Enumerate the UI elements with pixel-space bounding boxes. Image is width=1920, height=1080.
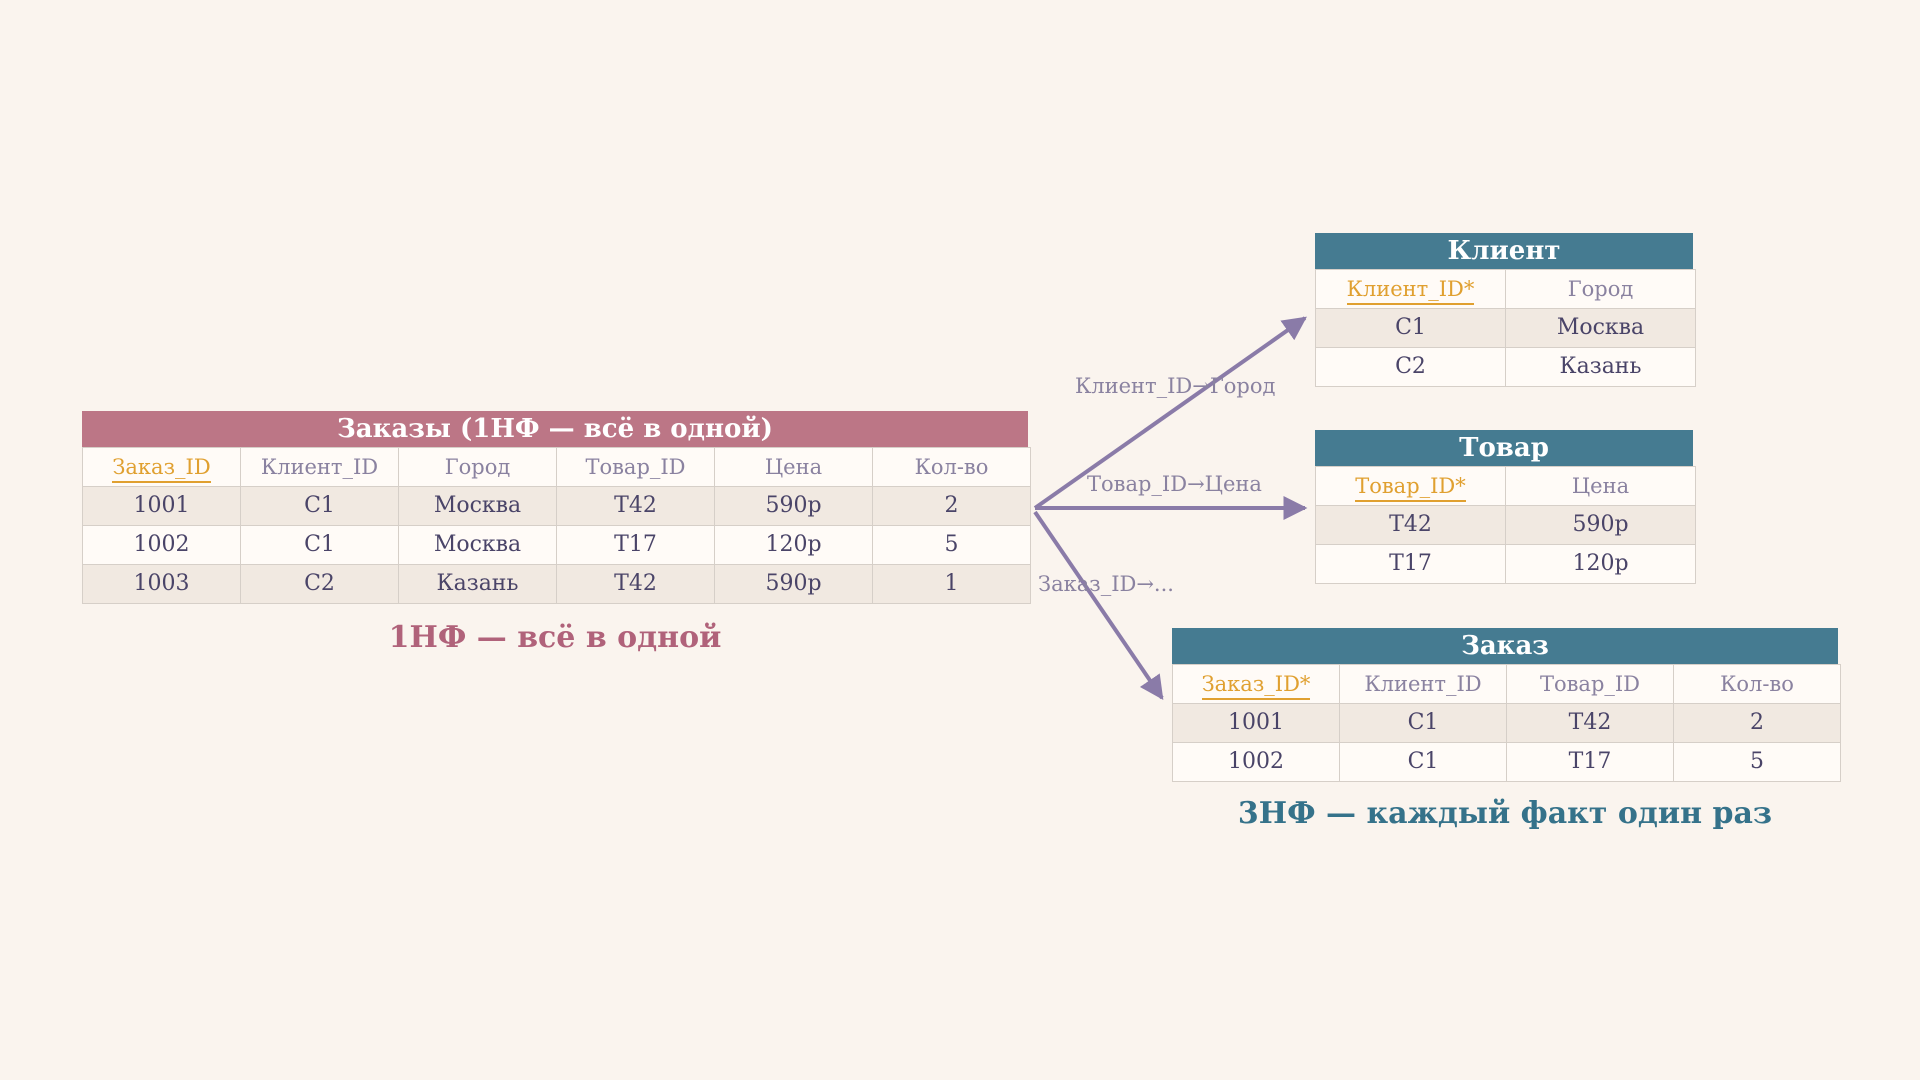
table-cell: T17 <box>1315 544 1506 584</box>
table-cell: 590р <box>714 564 873 604</box>
arrow-to-order <box>1033 510 1164 700</box>
table-grid: Товар_ID* Цена T42 590р T17 120р <box>1315 466 1696 584</box>
table-grid: Заказ_ID Клиент_ID Город Товар_ID Цена Кол-во… <box>82 447 1031 604</box>
table-cell: 1 <box>872 564 1031 604</box>
column-header-label: Заказ_ID <box>112 455 211 483</box>
table-cell: 1001 <box>82 486 241 526</box>
column-header: Город <box>398 447 557 487</box>
table-cell: T42 <box>1506 703 1674 743</box>
column-header: Кол-во <box>1673 664 1841 704</box>
table-title: Заказы (1НФ — всё в одной) <box>82 411 1028 447</box>
table-cell: T42 <box>1315 505 1506 545</box>
column-header: Кол-во <box>872 447 1031 487</box>
table-cell: 1001 <box>1172 703 1340 743</box>
column-header-label: Товар_ID <box>585 455 686 479</box>
column-header: Город <box>1505 269 1696 309</box>
column-header: Клиент_ID <box>240 447 399 487</box>
column-header-label: Клиент_ID <box>1364 672 1482 696</box>
table-cell: C2 <box>240 564 399 604</box>
column-header-label: Город <box>444 455 511 479</box>
column-header: Цена <box>714 447 873 487</box>
column-header-label: Товар_ID* <box>1355 474 1466 502</box>
table-product: Товар Товар_ID* Цена T42 590р T17 120р <box>1315 430 1696 584</box>
table-title: Заказ <box>1172 628 1838 664</box>
table-title: Товар <box>1315 430 1693 466</box>
column-header-label: Заказ_ID* <box>1201 672 1311 700</box>
table-title: Клиент <box>1315 233 1693 269</box>
table-cell: T42 <box>556 486 715 526</box>
table-cell: 2 <box>1673 703 1841 743</box>
column-header: Товар_ID <box>1506 664 1674 704</box>
table-orders-1nf: Заказы (1НФ — всё в одной) Заказ_ID Клиен… <box>82 411 1031 604</box>
table-cell: 5 <box>872 525 1031 565</box>
table-cell: 2 <box>872 486 1031 526</box>
table-cell: 120р <box>714 525 873 565</box>
table-cell: 1002 <box>1172 742 1340 782</box>
table-cell: 1003 <box>82 564 241 604</box>
column-header-label: Цена <box>764 455 823 479</box>
column-header-label: Клиент_ID* <box>1346 277 1475 305</box>
table-cell: C2 <box>1315 347 1506 387</box>
table-cell: Казань <box>1505 347 1696 387</box>
arrow-label-client: Клиент_ID→Город <box>1075 374 1275 398</box>
table-cell: Москва <box>1505 308 1696 348</box>
table-cell: T17 <box>1506 742 1674 782</box>
column-header: Товар_ID* <box>1315 466 1506 506</box>
table-cell: C1 <box>240 486 399 526</box>
table-order: Заказ Заказ_ID* Клиент_ID Товар_ID Кол-во 10… <box>1172 628 1841 782</box>
column-header-label: Товар_ID <box>1539 672 1641 696</box>
table-cell: C1 <box>240 525 399 565</box>
table-cell: T42 <box>556 564 715 604</box>
table-cell: 590р <box>1505 505 1696 545</box>
column-header: Цена <box>1505 466 1696 506</box>
table-cell: 120р <box>1505 544 1696 584</box>
table-cell: 590р <box>714 486 873 526</box>
caption-1nf: 1НФ — всё в одной <box>388 620 722 655</box>
table-cell: C1 <box>1339 742 1507 782</box>
arrow-label-order: Заказ_ID→... <box>1038 572 1174 596</box>
table-cell: Москва <box>398 486 557 526</box>
column-header: Заказ_ID* <box>1172 664 1340 704</box>
table-cell: Казань <box>398 564 557 604</box>
column-header-label: Город <box>1567 277 1634 301</box>
table-grid: Заказ_ID* Клиент_ID Товар_ID Кол-во 1001 C1 T4… <box>1172 664 1841 782</box>
table-cell: C1 <box>1339 703 1507 743</box>
arrow-label-product: Товар_ID→Цена <box>1087 472 1262 496</box>
caption-3nf: 3НФ — каждый факт один раз <box>1237 796 1773 831</box>
table-grid: Клиент_ID* Город C1 Москва C2 Казань <box>1315 269 1696 387</box>
column-header-label: Клиент_ID <box>260 455 379 479</box>
column-header: Клиент_ID <box>1339 664 1507 704</box>
column-header: Товар_ID <box>556 447 715 487</box>
table-cell: T17 <box>556 525 715 565</box>
table-cell: 1002 <box>82 525 241 565</box>
column-header: Заказ_ID <box>82 447 241 487</box>
column-header: Клиент_ID* <box>1315 269 1506 309</box>
column-header-label: Кол-во <box>914 455 989 479</box>
arrow-to-client <box>1033 316 1307 510</box>
column-header-label: Цена <box>1571 474 1630 498</box>
table-cell: Москва <box>398 525 557 565</box>
table-cell: 5 <box>1673 742 1841 782</box>
table-client: Клиент Клиент_ID* Город C1 Москва C2 Казань <box>1315 233 1696 387</box>
column-header-label: Кол-во <box>1720 672 1794 696</box>
table-cell: C1 <box>1315 308 1506 348</box>
